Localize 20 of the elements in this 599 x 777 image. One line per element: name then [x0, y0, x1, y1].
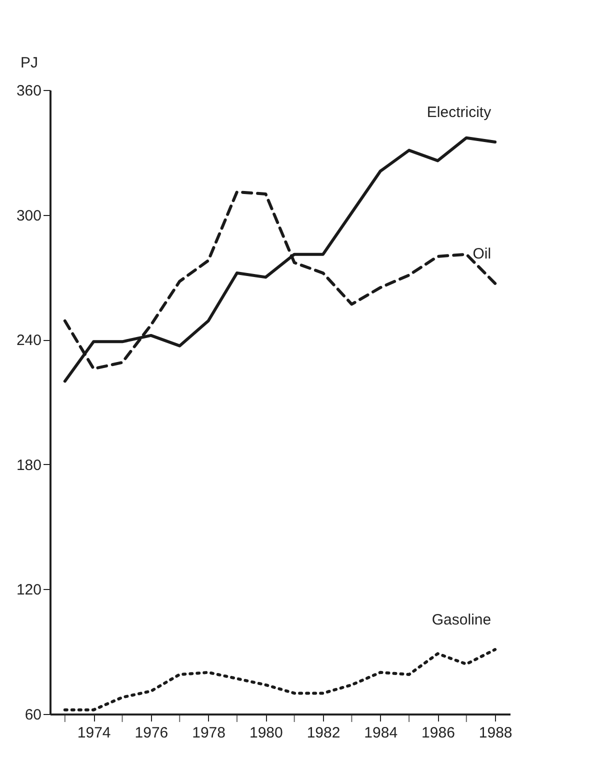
x-tick-label: 1978	[192, 724, 226, 742]
x-tick-label: 1986	[422, 724, 455, 742]
x-tick-label: 1988	[478, 724, 512, 742]
series-label: Oil	[472, 245, 492, 262]
line-series	[63, 648, 497, 712]
line-series	[63, 136, 497, 383]
series-label: Electricity	[426, 104, 492, 121]
x-tick-label: 1976	[134, 724, 168, 742]
y-tick-label: 60	[24, 706, 42, 724]
y-tick-label: 300	[16, 207, 42, 224]
y-tick-label: 240	[16, 332, 42, 350]
x-tick-label: 1982	[306, 724, 340, 742]
series-label: Gasoline	[432, 612, 492, 629]
y-tick-label: 180	[16, 456, 42, 474]
x-tick-label: 1974	[77, 724, 111, 742]
y-axis-title: PJ	[20, 54, 38, 72]
y-tick-label: 360	[16, 82, 42, 100]
x-tick-label: 1980	[249, 724, 283, 742]
x-tick-label: 1984	[364, 724, 398, 742]
y-tick-label: 120	[16, 582, 42, 599]
